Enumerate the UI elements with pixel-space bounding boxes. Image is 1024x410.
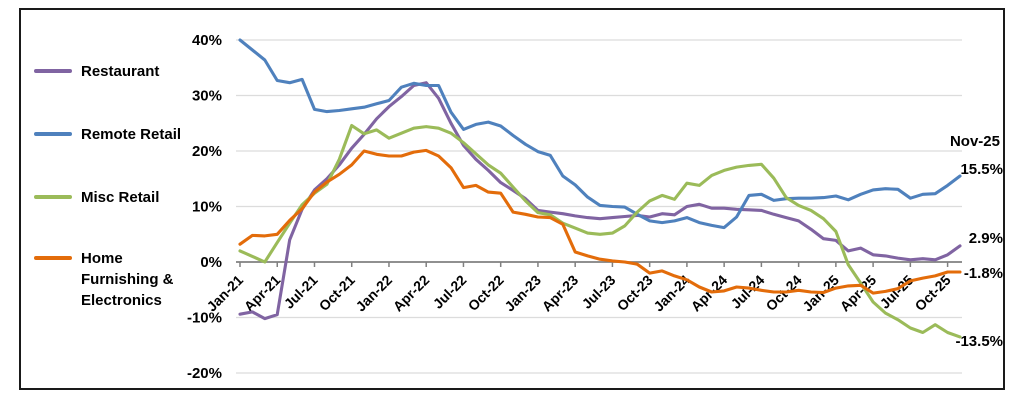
end-value-label-restaurant: 2.9%	[969, 230, 1003, 247]
chart-border	[19, 8, 1005, 390]
legend-label-misc-retail: Misc Retail	[81, 189, 160, 206]
y-tick-label: 40%	[192, 32, 222, 49]
end-value-label-home-furnishing-electronics: -1.8%	[964, 265, 1003, 282]
annotation-header: Nov-25	[950, 133, 1000, 150]
x-tick-label: Apr-22	[390, 272, 433, 315]
series-line-misc-retail	[238, 123, 962, 339]
x-tick-label: Jan-21	[203, 272, 246, 315]
y-tick-label: -10%	[187, 310, 222, 327]
series-line-remote-retail	[238, 38, 962, 230]
x-tick-label: Jan-22	[352, 272, 395, 315]
y-tick-label: 10%	[192, 199, 222, 216]
series-line-home-furnishing-electronics	[238, 148, 962, 295]
x-tick-label: Oct-23	[614, 272, 656, 314]
x-tick-label: Oct-21	[316, 272, 358, 314]
legend-label-restaurant: Restaurant	[81, 63, 160, 80]
y-tick-label: 0%	[200, 254, 222, 271]
legend-item-restaurant: Restaurant	[34, 61, 159, 82]
x-tick-label: Jul-23	[579, 272, 619, 312]
end-value-label-remote-retail: 15.5%	[960, 161, 1003, 178]
legend-item-home-furnishing: Home Furnishing & Electronics	[34, 248, 185, 311]
x-tick-label: Oct-22	[465, 272, 507, 314]
legend-item-remote-retail: Remote Retail	[34, 124, 181, 145]
legend-label-home-furnishing: Home Furnishing & Electronics	[81, 250, 174, 309]
legend-label-remote-retail: Remote Retail	[81, 126, 182, 143]
legend: Restaurant Remote Retail Misc Retail Hom…	[0, 0, 230, 410]
x-tick-label: Apr-24	[688, 272, 731, 315]
end-value-label-misc-retail: -13.5%	[955, 333, 1003, 350]
x-tick-label: Jul-21	[281, 272, 321, 312]
y-tick-label: 30%	[192, 88, 222, 105]
x-tick-label: Apr-23	[539, 272, 582, 315]
x-tick-label: Jan-24	[650, 272, 693, 315]
legend-swatch-restaurant	[34, 69, 72, 73]
y-tick-label: -20%	[187, 365, 222, 382]
legend-item-misc-retail: Misc Retail	[34, 187, 159, 208]
legend-swatch-remote-retail	[34, 132, 72, 136]
y-tick-label: 20%	[192, 143, 222, 160]
x-tick-label: Jul-22	[430, 272, 470, 312]
legend-swatch-misc-retail	[34, 195, 72, 199]
x-tick-label: Jan-23	[501, 272, 544, 315]
legend-swatch-home-furnishing	[34, 256, 72, 260]
